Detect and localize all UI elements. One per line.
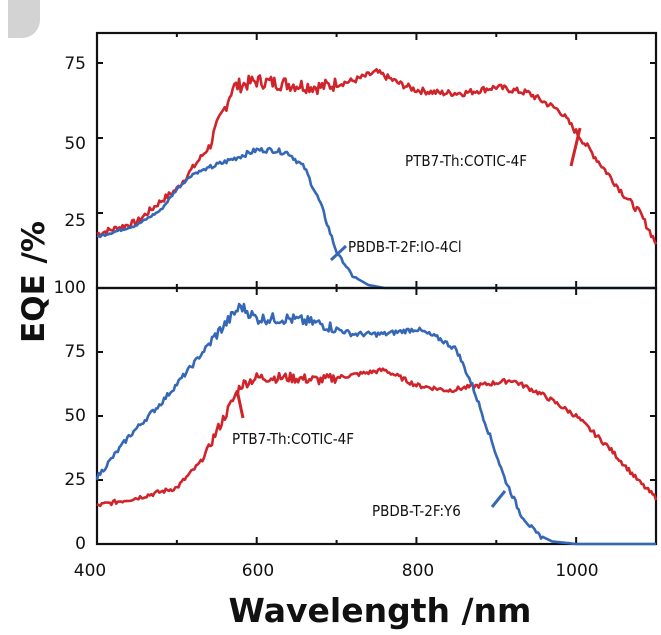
top-panel: 25 50 75 PTB7-Th:COTIC-4F PBDB-T-2F:IO-4… (64, 31, 658, 290)
xtick-label-800: 800 (402, 561, 434, 581)
y-axis-title: EQE /% (16, 221, 52, 343)
top-annotation-pointer-red (569, 127, 582, 167)
top-ytick-label-75: 75 (64, 54, 86, 74)
bottom-annotation-pointer-blue (490, 490, 507, 508)
bottom-ytick-label-100: 100 (54, 278, 86, 298)
top-annotation-ptb7-th-cotic-4f: PTB7-Th:COTIC-4F (405, 152, 527, 170)
bottom-ytick-label-75: 75 (64, 342, 86, 362)
xtick-label-1000: 1000 (555, 561, 598, 581)
bottom-series-pbdb-t-2f-y6 (95, 302, 656, 546)
bottom-ytick-label-50: 50 (64, 406, 86, 426)
bottom-series-ptb7-th-cotic-4f (96, 367, 658, 508)
xtick-label-600: 600 (242, 561, 274, 581)
top-ytick-label-50: 50 (64, 134, 86, 154)
bottom-ytick-label-25: 25 (64, 470, 86, 490)
bottom-panel: 0 25 50 75 100 PTB7-Th:COTIC-4F PBDB-T-2… (54, 278, 658, 554)
top-annotation-pbdb-t-2f-io-4cl: PBDB-T-2F:IO-4Cl (348, 238, 462, 256)
bottom-annotation-pointer-red (235, 389, 245, 419)
x-axis-title: Wavelength /nm (229, 591, 532, 630)
bottom-annotation-ptb7-th-cotic-4f: PTB7-Th:COTIC-4F (232, 430, 354, 448)
panel-corner-tab (8, 0, 40, 38)
bottom-annotation-pbdb-t-2f-y6: PBDB-T-2F:Y6 (372, 502, 461, 520)
top-series-ptb7-th-cotic-4f (96, 68, 658, 245)
xtick-label-400: 400 (74, 561, 106, 581)
top-series-pbdb-t-2f-io-4cl (96, 146, 656, 290)
bottom-ytick-label-0: 0 (75, 534, 86, 554)
top-annotation-pointer-blue (329, 244, 348, 262)
top-ytick-label-25: 25 (64, 211, 86, 231)
